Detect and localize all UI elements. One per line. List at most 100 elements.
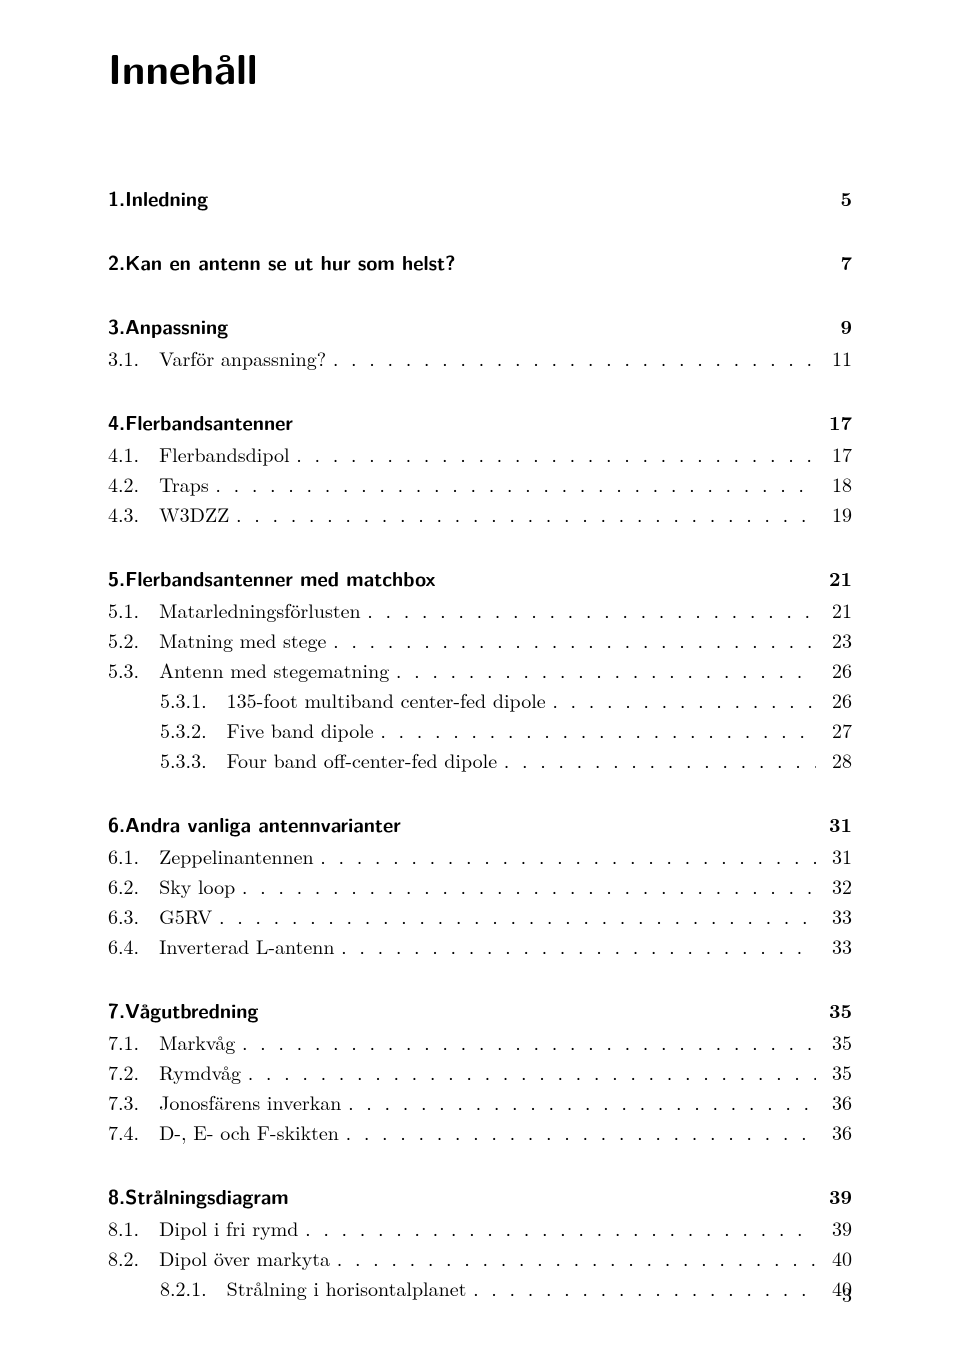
entry-label: 4.2. Traps (108, 469, 215, 499)
dot-leader (380, 715, 816, 745)
entry-label: 5.2. Matning med stege (108, 625, 333, 655)
toc-entry: 4.1. Flerbandsdipol 17 (108, 439, 852, 469)
chapter-heading: 5. Flerbandsantenner med matchbox 21 (108, 563, 852, 593)
chapter-entries: 7.1. Markvåg 357.2. Rymdvåg 357.3. Jonos… (108, 1027, 852, 1147)
chapter-entries: 5.1. Matarledningsförlusten 215.2. Matni… (108, 595, 852, 775)
dot-leader (341, 931, 816, 961)
chapter-number: 4. (108, 407, 125, 437)
entry-page: 19 (816, 499, 852, 529)
entry-page: 33 (816, 931, 852, 961)
chapter-page: 9 (841, 311, 853, 341)
chapter-entries: 6.1. Zeppelinantennen 316.2. Sky loop 32… (108, 841, 852, 961)
toc-entry: 7.2. Rymdvåg 35 (108, 1057, 852, 1087)
dot-leader (296, 439, 816, 469)
entry-label: 5.1. Matarledningsförlusten (108, 595, 367, 625)
entry-label: 3.1. Varför anpassning? (108, 343, 333, 373)
entry-label: 7.1. Markvåg (108, 1027, 242, 1057)
chapter-number: 2. (108, 247, 125, 277)
entry-label: 7.4. D-, E- och F-skikten (108, 1117, 346, 1147)
chapter: 6. Andra vanliga antennvarianter316.1. Z… (108, 809, 852, 961)
toc-entry: 3.1. Varför anpassning? 11 (108, 343, 852, 373)
entry-label: 4.3. W3DZZ (108, 499, 236, 529)
chapter-page: 17 (829, 407, 852, 437)
chapter-page: 21 (829, 563, 852, 593)
chapter: 4. Flerbandsantenner 174.1. Flerbandsdipo… (108, 407, 852, 529)
dot-leader (337, 1243, 816, 1273)
entry-page: 28 (816, 745, 852, 775)
entry-label: 7.3. Jonosfärens inverkan (108, 1087, 348, 1117)
dot-leader (248, 1057, 816, 1087)
dot-leader (219, 901, 816, 931)
dot-leader (367, 595, 816, 625)
chapter-page: 35 (829, 995, 852, 1025)
chapter-title: Flerbandsantenner med matchbox (125, 563, 435, 593)
entry-page: 27 (816, 715, 852, 745)
dot-leader (473, 1273, 816, 1303)
chapter-entries: 3.1. Varför anpassning? 11 (108, 343, 852, 373)
toc-subentry: 5.3.1. 135-foot multiband center-fed dip… (160, 685, 852, 715)
entry-page: 35 (816, 1057, 852, 1087)
dot-leader (333, 625, 816, 655)
chapter-entries: 8.1. Dipol i fri rymd 398.2. Dipol över … (108, 1213, 852, 1303)
toc-entry: 8.1. Dipol i fri rymd 39 (108, 1213, 852, 1243)
dot-leader (236, 499, 816, 529)
toc-entry: 6.3. G5RV 33 (108, 901, 852, 931)
toc-subentry: 8.2.1. Strålning i horisontalplanet 40 (160, 1273, 852, 1303)
entry-page: 36 (816, 1087, 852, 1117)
entry-page: 35 (816, 1027, 852, 1057)
chapter-page: 31 (829, 809, 852, 839)
dot-leader (504, 745, 816, 775)
toc-entry: 4.2. Traps 18 (108, 469, 852, 499)
dot-leader (348, 1087, 816, 1117)
table-of-contents: 1. Inledning5 2. Kan en antenn se ut hur … (108, 183, 852, 1303)
page: Innehåll 1. Inledning5 2. Kan en antenn s… (0, 0, 960, 1345)
chapter-heading: 1. Inledning5 (108, 183, 852, 213)
chapter-number: 1. (108, 183, 125, 213)
entry-page: 18 (816, 469, 852, 499)
entry-page: 21 (816, 595, 852, 625)
entry-page: 32 (816, 871, 852, 901)
chapter-number: 8. (108, 1181, 125, 1211)
chapter-entries: 4.1. Flerbandsdipol 174.2. Traps 184.3. … (108, 439, 852, 529)
dot-leader (215, 469, 816, 499)
toc-entry: 7.1. Markvåg 35 (108, 1027, 852, 1057)
chapter-title: Anpassning (125, 311, 228, 341)
chapter-title: Kan en antenn se ut hur som helst? (125, 247, 455, 277)
page-title: Innehåll (108, 36, 852, 99)
chapter-title: Strålningsdiagram (125, 1181, 288, 1211)
entry-page: 36 (816, 1117, 852, 1147)
chapter-number: 7. (108, 995, 125, 1025)
chapter-heading: 8. Strålningsdiagram39 (108, 1181, 852, 1211)
entry-label: 5.3.2. Five band dipole (160, 715, 380, 745)
entry-page: 39 (816, 1213, 852, 1243)
entry-label: 8.2.1. Strålning i horisontalplanet (160, 1273, 473, 1303)
toc-entry: 7.3. Jonosfärens inverkan 36 (108, 1087, 852, 1117)
toc-entry: 4.3. W3DZZ 19 (108, 499, 852, 529)
chapter-title: Flerbandsantenner (125, 407, 293, 437)
dot-leader (552, 685, 816, 715)
chapter-number: 5. (108, 563, 125, 593)
dot-leader (320, 841, 816, 871)
chapter: 3. Anpassning 93.1. Varför anpassning? 11 (108, 311, 852, 373)
entry-label: 7.2. Rymdvåg (108, 1057, 248, 1087)
chapter-title: Andra vanliga antennvarianter (125, 809, 401, 839)
chapter-number: 3. (108, 311, 125, 341)
entry-label: 8.1. Dipol i fri rymd (108, 1213, 305, 1243)
entry-label: 6.4. Inverterad L-antenn (108, 931, 341, 961)
toc-entry: 8.2. Dipol över markyta 40 (108, 1243, 852, 1273)
chapter: 1. Inledning5 (108, 183, 852, 213)
toc-entry: 6.2. Sky loop 32 (108, 871, 852, 901)
dot-leader (346, 1117, 816, 1147)
entry-label: 5.3.1. 135-foot multiband center-fed dip… (160, 685, 552, 715)
dot-leader (242, 1027, 816, 1057)
toc-entry: 7.4. D-, E- och F-skikten 36 (108, 1117, 852, 1147)
chapter-heading: 7. Vågutbredning 35 (108, 995, 852, 1025)
entry-label: 6.1. Zeppelinantennen (108, 841, 320, 871)
dot-leader (333, 343, 816, 373)
chapter-heading: 4. Flerbandsantenner 17 (108, 407, 852, 437)
toc-entry: 5.3. Antenn med stegematning 26 (108, 655, 852, 685)
toc-entry: 5.1. Matarledningsförlusten 21 (108, 595, 852, 625)
entry-page: 26 (816, 655, 852, 685)
toc-subentry: 5.3.2. Five band dipole 27 (160, 715, 852, 745)
chapter-title: Vågutbredning (125, 995, 258, 1025)
